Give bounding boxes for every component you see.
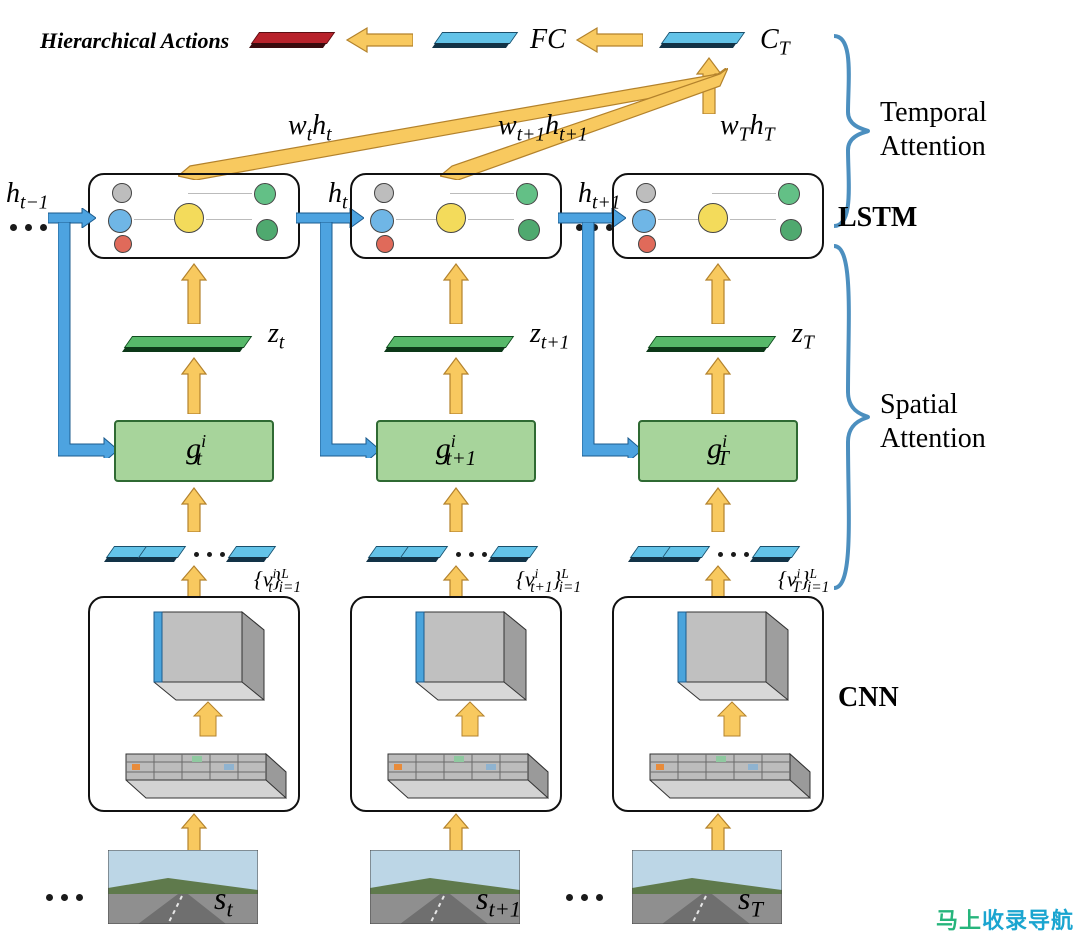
- label-wtht-1: wt+1ht+1: [498, 110, 588, 147]
- gbox-1: git+1: [376, 420, 536, 482]
- arrow-z-to-lstm-1: [442, 262, 470, 324]
- diagram-stage: Hierarchical Actions FC CT wtht wt+1ht+1: [0, 0, 1080, 941]
- label-wtht-0: wtht: [288, 110, 332, 147]
- bar-output-action: [251, 32, 335, 44]
- gbox-2: giT: [638, 420, 798, 482]
- lstm-internals-1: [350, 173, 562, 259]
- feature-bar-2b: [662, 546, 710, 558]
- arrow-z-to-lstm-2: [704, 262, 732, 324]
- input-image-0: [108, 850, 258, 924]
- arrow-fc-to-actions: [345, 26, 413, 54]
- label-lstm: LSTM: [838, 202, 917, 234]
- arrow-ct-to-fc: [575, 26, 643, 54]
- label-fc: FC: [530, 24, 566, 56]
- brace-spatial: [830, 242, 870, 592]
- arrow-v-to-g-0: [180, 486, 208, 532]
- bar-z-1: [386, 336, 514, 348]
- arrow-v-to-g-2: [704, 486, 732, 532]
- arrow-h-down-1: [320, 222, 380, 463]
- ellipsis-s-mid: [566, 894, 603, 901]
- label-z-1: zt+1: [530, 318, 569, 355]
- feature-ellipsis-1: [456, 552, 487, 557]
- feature-bar-0b: [138, 546, 186, 558]
- bar-z-0: [124, 336, 252, 348]
- arrow-cnn-to-v-2: [704, 564, 732, 598]
- label-z-2: zT: [792, 318, 814, 355]
- arrow-s-to-cnn-2: [704, 812, 732, 852]
- arrow-s-to-cnn-1: [442, 812, 470, 852]
- arrow-s-to-cnn-0: [180, 812, 208, 852]
- label-spatial-attention: SpatialAttention: [880, 388, 986, 455]
- label-temporal-attention: TemporalAttention: [880, 96, 987, 163]
- arrow-v-to-g-1: [442, 486, 470, 532]
- ellipsis-s-left: [46, 894, 83, 901]
- label-features-1: {vit+1}Li=1: [516, 566, 581, 597]
- label-z-0: zt: [268, 318, 284, 355]
- cnn-module-2: [620, 604, 816, 804]
- arrow-g-to-z-2: [704, 356, 732, 414]
- feature-bar-1c: [490, 546, 538, 558]
- arrow-g-to-z-0: [180, 356, 208, 414]
- bar-ct: [661, 32, 745, 44]
- arrow-h-down-0: [58, 222, 118, 463]
- feature-bar-2c: [752, 546, 800, 558]
- arrow-z-to-lstm-0: [180, 262, 208, 324]
- label-wtht-2: wThT: [720, 110, 775, 147]
- label-features-2: {viT}Li=1: [778, 566, 829, 597]
- feature-bar-1b: [400, 546, 448, 558]
- bar-fc: [434, 32, 518, 44]
- arrow-cnn-to-v-0: [180, 564, 208, 598]
- label-s-2: sT: [738, 880, 763, 922]
- lstm-internals-0: [88, 173, 300, 259]
- bar-z-2: [648, 336, 776, 348]
- brace-temporal: [830, 32, 870, 230]
- feature-bar-0c: [228, 546, 276, 558]
- cnn-module-0: [96, 604, 292, 804]
- feature-ellipsis-2: [718, 552, 749, 557]
- arrow-g-to-z-1: [442, 356, 470, 414]
- label-s-1: st+1: [476, 880, 521, 922]
- label-h-prev: ht−1: [6, 178, 48, 215]
- watermark: 马上收录导航: [936, 903, 1074, 935]
- cnn-module-1: [358, 604, 554, 804]
- label-features-0: {vit}Li=1: [254, 566, 301, 597]
- label-s-0: st: [214, 880, 233, 922]
- label-cnn: CNN: [838, 682, 899, 714]
- label-ct: CT: [760, 24, 790, 61]
- arrow-h-down-2: [582, 222, 642, 463]
- feature-ellipsis-0: [194, 552, 225, 557]
- label-hierarchical-actions: Hierarchical Actions: [40, 28, 229, 54]
- lstm-internals-2: [612, 173, 824, 259]
- ellipsis-left-h: [10, 224, 47, 231]
- gbox-0: git: [114, 420, 274, 482]
- arrow-cnn-to-v-1: [442, 564, 470, 598]
